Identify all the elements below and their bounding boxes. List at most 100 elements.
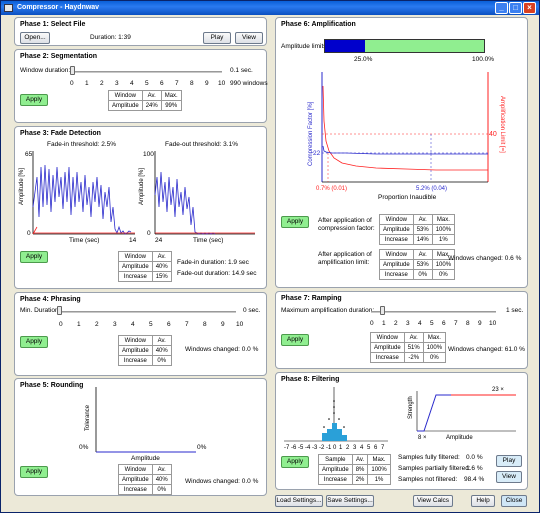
window-duration-track[interactable] — [72, 71, 222, 73]
partially-filtered-label: Samples partially filtered: — [398, 465, 471, 472]
hist-tick: 3 — [353, 445, 357, 451]
tick: 1 — [77, 321, 81, 328]
tick: 2 — [100, 80, 104, 87]
open-button[interactable]: Open... — [20, 32, 50, 44]
table-cell: Increase — [379, 269, 414, 280]
phase6-apply-button[interactable]: Apply — [281, 216, 309, 228]
amplitude-limits-bar[interactable] — [324, 39, 485, 53]
table-cell: 53% — [412, 224, 433, 235]
table-header: Max. — [367, 454, 391, 465]
phase8-apply-button[interactable]: Apply — [281, 456, 309, 468]
filter-histogram: -7 -6 -5 -4 -3 -2 -1 0 1 2 3 4 5 6 7 Str… — [284, 387, 516, 451]
close-window-button[interactable]: × — [523, 2, 536, 14]
ramp-duration-label: Maximum amplification duration: — [281, 307, 375, 314]
amplification-curve — [322, 85, 488, 171]
ramp-duration-track[interactable] — [371, 311, 496, 313]
load-settings-button[interactable]: Load Settings... — [275, 495, 323, 507]
save-settings-button[interactable]: Save Settings... — [326, 495, 374, 507]
table-header: Window — [379, 214, 414, 225]
table-cell: -2% — [403, 352, 424, 363]
phase6-table1: Window Av. Max. Amplitude 53% 100% Increase 1… — [379, 214, 456, 245]
hist-tick: -7 — [284, 445, 290, 451]
tick: 6 — [167, 321, 171, 328]
hist-bar — [337, 429, 342, 441]
table-header: Av. — [351, 454, 369, 465]
table-cell: 40% — [151, 261, 172, 272]
tick: 5 — [430, 320, 434, 327]
view-button[interactable]: View — [235, 32, 263, 44]
min-duration-track[interactable] — [58, 311, 236, 313]
table-cell: Increase — [379, 234, 414, 245]
limit-low-label: 25.0% — [354, 56, 373, 63]
tick: 9 — [221, 321, 225, 328]
play-button[interactable]: Play — [203, 32, 231, 44]
strength-xlabel: Amplitude — [446, 435, 473, 441]
phase5-apply-button[interactable]: Apply — [20, 466, 48, 478]
phase7-windows-changed: Windows changed: 61.0 % — [448, 346, 525, 353]
table-cell: 15% — [151, 271, 172, 282]
amplification-xlabel: Proportion Inaudible — [378, 194, 437, 201]
after-compression-label: After application of compression factor: — [318, 217, 375, 232]
phase6-panel: Phase 6: Amplification Amplitude limits:… — [275, 17, 528, 288]
hist-dot — [323, 426, 325, 428]
min-duration-thumb[interactable] — [57, 306, 62, 315]
compression-ylabel: Compression Factor [%] — [308, 101, 314, 166]
help-button[interactable]: Help — [471, 495, 495, 507]
table-cell: Increase — [118, 484, 153, 495]
min-duration-value: 0 sec. — [243, 307, 261, 314]
hist-tick: -1 — [326, 445, 332, 451]
fadeout-threshold: Fade-out threshold: 3.1% — [165, 141, 238, 148]
table-cell: Amplitude — [318, 464, 353, 475]
hist-tick: 6 — [374, 445, 378, 451]
maximize-button[interactable]: □ — [509, 2, 522, 14]
table-header: Av. — [151, 251, 172, 262]
table-cell: Increase — [118, 271, 153, 282]
hist-bar — [342, 435, 347, 441]
window-duration-label: Window duration: — [20, 67, 71, 74]
table-cell: 0% — [412, 269, 433, 280]
amplification-chart: Compression Factor [%] Amplification Lim… — [308, 72, 505, 201]
table-header: Window — [370, 332, 405, 343]
table-header: Window — [108, 90, 143, 101]
amplitude-limits-fill[interactable] — [325, 40, 365, 52]
table-cell: 1% — [367, 474, 391, 485]
window-duration-thumb[interactable] — [70, 66, 75, 75]
tick: 7 — [175, 80, 179, 87]
minimize-button[interactable]: _ — [495, 2, 508, 14]
phase4-table: Window Av. Amplitude 40% Increase 0% — [118, 335, 172, 366]
phase5-windows-changed: Windows changed: 0.0 % — [185, 478, 259, 485]
phase5-table: Window Av. Amplitude 40% Increase 0% — [118, 464, 172, 495]
right-waveform — [154, 171, 216, 235]
phase4-apply-button[interactable]: Apply — [20, 336, 48, 348]
phase8-view-button[interactable]: View — [496, 471, 522, 483]
view-calcs-button[interactable]: View Calcs — [413, 495, 453, 507]
hist-dot — [333, 406, 335, 408]
tick: 8 — [466, 320, 470, 327]
hist-tick: 5 — [367, 445, 371, 451]
table-cell: Amplitude — [370, 342, 405, 353]
phase7-apply-button[interactable]: Apply — [281, 334, 309, 346]
table-cell: Increase — [318, 474, 353, 485]
fadeout-duration: Fade-out duration: 14.9 sec — [177, 270, 257, 277]
phase3-panel: Phase 3: Fade Detection Fade-in threshol… — [14, 126, 267, 289]
phase2-apply-button[interactable]: Apply — [20, 94, 48, 106]
strength-high: 23 × — [492, 387, 504, 393]
strength-curve — [417, 394, 451, 432]
phase6-table2: Window Av. Max. Amplitude 53% 100% Increase 0… — [379, 249, 456, 280]
table-header: Av. — [141, 90, 162, 101]
tick: 0 — [70, 80, 74, 87]
hist-tick: -6 — [291, 445, 297, 451]
close-button[interactable]: Close — [501, 495, 527, 507]
fadein-marker — [32, 226, 38, 235]
phase8-title: Phase 8: Filtering — [281, 376, 340, 383]
tick: 10 — [218, 80, 226, 87]
hist-bar — [322, 433, 327, 441]
ramp-duration-thumb[interactable] — [380, 306, 385, 315]
fade-left-xlabel: Time (sec) — [69, 237, 100, 244]
phase8-play-button[interactable]: Play — [496, 455, 522, 467]
phase3-apply-button[interactable]: Apply — [20, 251, 48, 263]
title-bar[interactable]: Compressor - Haydnwav _ □ × — [1, 1, 539, 15]
table-cell: Amplitude — [379, 259, 414, 270]
app-icon — [4, 4, 13, 12]
table-header: Max. — [431, 214, 456, 225]
